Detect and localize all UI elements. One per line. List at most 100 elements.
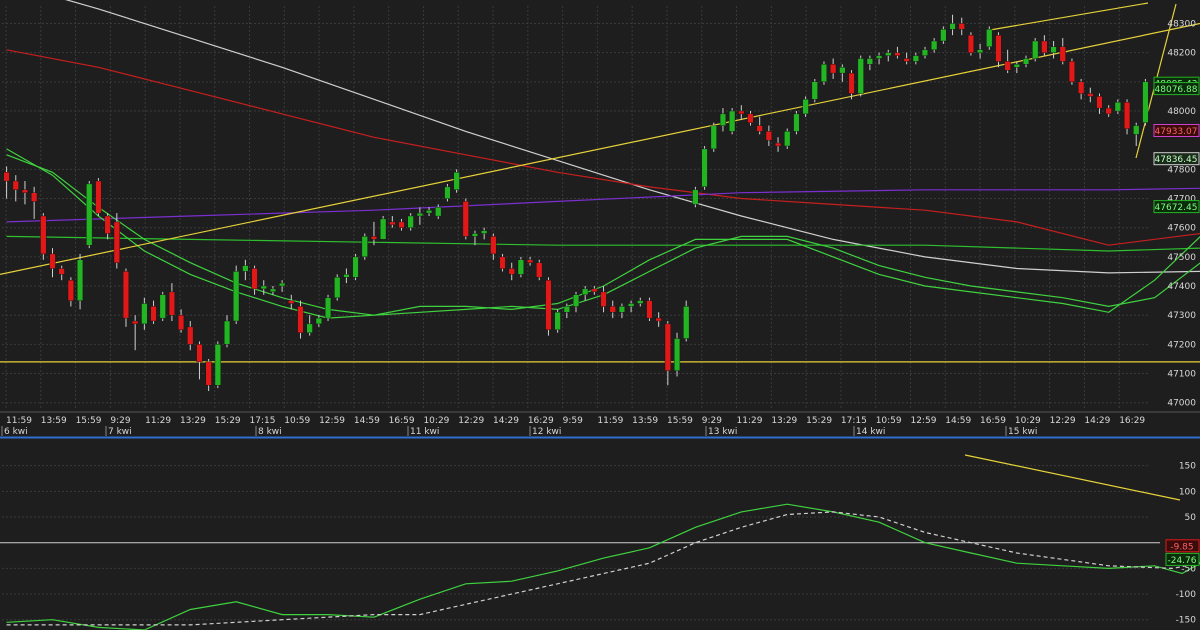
candle-up [279,282,286,287]
candle-down [205,361,212,386]
candle-up [940,29,947,42]
time-tick-label: 13:29 [180,416,206,426]
oscillator-badge-box [1165,539,1200,553]
candle-up [481,230,488,234]
moving-average-line-ma_fast2 [6,154,1200,316]
time-tick-label: 17:15 [841,416,867,426]
time-tick-label: 11:59 [6,416,32,426]
candle-down [508,268,515,275]
candle-up [1013,64,1020,68]
candle-down [370,236,378,240]
candle-down [3,172,10,182]
candle-up [306,323,313,333]
price-tick-label: 47300 [1167,311,1196,321]
candle-down [104,215,111,234]
candle-down [765,131,772,141]
candle-down [288,300,295,304]
candle-down [1004,61,1011,71]
candle-up [573,294,580,307]
price-badge-box [1153,82,1200,96]
candle-up [141,303,148,325]
time-tick-label: 11:29 [737,416,763,426]
candle-down [830,64,837,74]
candle-down [58,268,65,275]
price-tick-label: 48000 [1167,107,1196,117]
candle-up [334,277,341,298]
candle-up [628,303,635,307]
oscillator-tick-label: -50 [1181,564,1196,574]
oscillator-tick-label: 50 [1185,513,1197,523]
time-tick-label: 16:59 [389,416,415,426]
candle-up [701,148,708,187]
time-tick-label: 9:29 [110,416,130,426]
candle-down [132,320,139,325]
time-tick-label: 15:59 [76,416,102,426]
candle-up [471,233,479,237]
oscillator-line [6,503,1200,630]
day-label: 13 kwi [708,427,737,437]
candle-down [756,125,763,132]
candle-up [637,300,644,304]
candle-down [67,280,74,301]
candle-down [903,58,910,62]
candle-down [21,189,29,193]
candle-up [921,49,928,56]
candle-up [876,55,883,59]
time-tick-label: 16:29 [528,416,554,426]
candle-up [453,172,460,191]
day-label: 15 kwi [1008,427,1037,437]
candle-down [462,201,469,237]
candle-up [517,259,524,275]
candle-down [1105,107,1112,115]
candle-down [600,291,607,307]
price-tick-label: 47400 [1167,282,1196,292]
candle-up [214,344,221,386]
candle-up [931,40,938,51]
candle-up [315,317,322,325]
candle-down [1059,46,1066,62]
candle-up [820,64,827,83]
candle-up [554,312,561,330]
candle-down [196,344,203,363]
day-label: 11 kwi [410,427,439,437]
candle-up [325,297,332,319]
price-badge-box [1153,200,1200,214]
candle-up [683,306,690,339]
oscillator-lines [6,503,1200,630]
time-tick-label: 14:29 [493,416,519,426]
candle-up [1050,46,1057,53]
day-label: 8 kwi [258,427,282,437]
moving-average-line-ma_green_slow [6,235,1200,252]
day-label: 14 kwi [856,427,885,437]
candle-down [1096,96,1103,109]
candle-down [122,271,129,319]
time-tick-label: 11:59 [597,416,623,426]
candle-up [802,99,809,115]
candle-down [545,280,552,331]
candle-up [563,306,570,313]
price-tick-label: 47500 [1167,253,1196,263]
time-tick-label: 14:59 [945,416,971,426]
candle-down [398,221,405,228]
candle-up [233,271,240,322]
candle-down [95,180,102,214]
candle-up [380,218,387,240]
candle-up [242,265,249,272]
price-grid [2,6,1150,410]
candle-down [113,221,120,263]
candle-up [692,189,699,205]
price-tick-label: 47000 [1167,399,1196,409]
time-tick-label: 16:29 [1119,416,1145,426]
candle-up [729,110,736,132]
candle-down [958,23,965,30]
candle-up [839,67,846,74]
day-label: 12 kwi [532,427,561,437]
candle-down [655,317,662,322]
time-tick-label: 11:29 [145,416,171,426]
candle-up [426,209,433,214]
upper-trend-line [989,2,1149,31]
candle-up [435,207,442,217]
price-badge-value: 47933.07 [1155,127,1198,137]
moving-average-line-ma_purple [6,187,1200,223]
candle-down [995,35,1002,62]
